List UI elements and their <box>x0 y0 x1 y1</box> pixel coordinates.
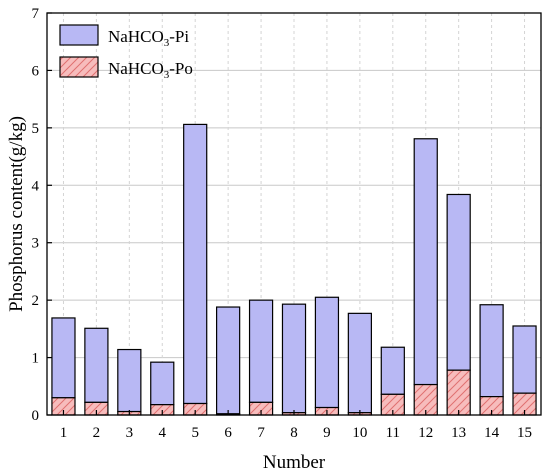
x-tick-label: 15 <box>517 425 532 441</box>
y-tick-label: 7 <box>32 6 40 22</box>
bar-pi-9 <box>314 296 340 409</box>
x-tick-label: 13 <box>451 425 466 441</box>
bar-pi-13 <box>446 193 471 371</box>
y-tick-label: 3 <box>32 236 40 252</box>
x-tick-label: 8 <box>290 425 298 441</box>
y-tick-label: 5 <box>32 121 40 137</box>
x-tick-label: 12 <box>418 425 433 441</box>
bar-pi-11 <box>380 346 405 395</box>
x-tick-label: 2 <box>93 425 101 441</box>
bar-pi-8 <box>281 303 307 414</box>
bar-pi-7 <box>248 299 274 403</box>
bar-pi-2 <box>84 327 109 403</box>
bar-po-13 <box>446 369 471 416</box>
y-axis-title: Phosphorus content(g/kg) <box>6 116 27 312</box>
bar-pi-15 <box>512 325 537 394</box>
x-tick-label: 4 <box>159 425 167 441</box>
bar-pi-4 <box>150 361 175 406</box>
x-tick-label: 14 <box>484 425 500 441</box>
x-tick-label: 9 <box>323 425 331 441</box>
x-tick-label: 6 <box>224 425 232 441</box>
legend-swatch-pi <box>59 24 99 46</box>
bar-pi-10 <box>347 312 372 414</box>
x-tick-label: 3 <box>126 425 134 441</box>
y-tick-label: 6 <box>32 63 40 79</box>
bar-pi-6 <box>216 306 241 415</box>
x-tick-label: 10 <box>352 425 367 441</box>
x-tick-label: 1 <box>60 425 68 441</box>
bar-pi-3 <box>117 348 142 413</box>
bar-pi-1 <box>51 317 76 399</box>
y-tick-label: 1 <box>32 351 40 367</box>
bar-pi-12 <box>413 138 438 386</box>
y-tick-label: 0 <box>32 408 40 424</box>
legend: NaHCO3-Pi NaHCO3-Po <box>59 24 193 81</box>
bar-pi-14 <box>479 304 504 398</box>
x-tick-label: 11 <box>386 425 400 441</box>
legend-label-pi: NaHCO3-Pi <box>108 27 189 49</box>
x-tick-label: 5 <box>191 425 199 441</box>
bars <box>51 123 537 416</box>
legend-swatch-po <box>59 56 99 78</box>
bar-pi-5 <box>183 123 208 405</box>
legend-label-po: NaHCO3-Po <box>108 59 193 81</box>
x-tick-label: 7 <box>257 425 265 441</box>
x-axis-title: Number <box>263 452 326 473</box>
y-tick-label: 4 <box>32 178 40 194</box>
y-tick-label: 2 <box>32 293 40 309</box>
